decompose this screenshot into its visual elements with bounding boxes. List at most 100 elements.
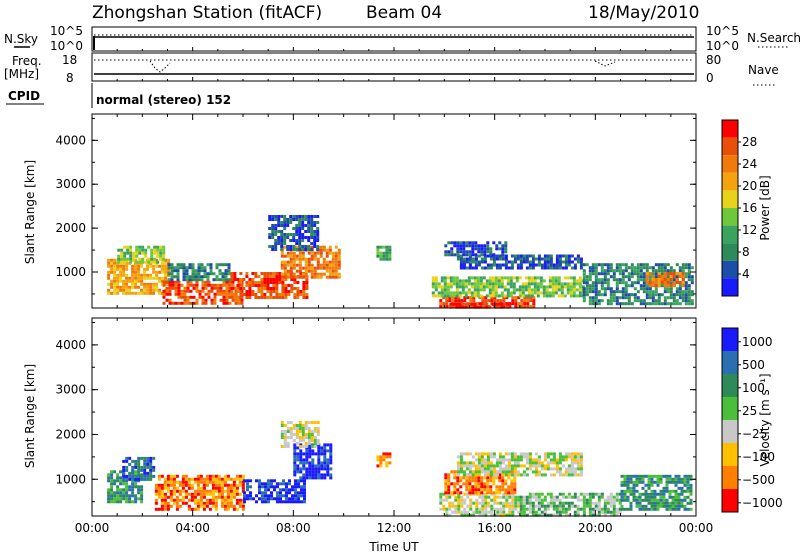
- data-cell: [202, 483, 206, 487]
- data-cell: [286, 275, 290, 279]
- data-cell: [582, 492, 586, 496]
- data-cell: [180, 283, 184, 287]
- data-cell: [307, 263, 311, 267]
- data-cell: [499, 513, 503, 517]
- data-cell: [597, 492, 601, 496]
- data-cell: [271, 227, 275, 230]
- data-cell: [210, 289, 214, 293]
- data-cell: [563, 276, 567, 280]
- data-cell: [660, 272, 664, 276]
- data-cell: [298, 242, 302, 245]
- data-cell: [122, 264, 126, 268]
- data-cell: [279, 488, 282, 492]
- data-cell: [690, 293, 694, 297]
- data-cell: [609, 290, 613, 294]
- data-cell: [289, 215, 293, 218]
- data-cell: [307, 236, 311, 239]
- data-cell: [116, 264, 120, 268]
- data-cell: [305, 461, 309, 465]
- data-cell: [323, 473, 327, 477]
- data-cell: [606, 495, 610, 499]
- data-cell: [528, 467, 532, 471]
- data-cell: [543, 498, 547, 502]
- data-cell: [479, 282, 483, 286]
- data-cell: [272, 287, 276, 290]
- data-cell: [107, 270, 111, 274]
- data-cell: [539, 282, 543, 286]
- x-tick-label: 08:00: [276, 521, 311, 535]
- data-cell: [459, 479, 463, 483]
- data-cell: [507, 488, 511, 492]
- data-cell: [588, 272, 592, 276]
- data-cell: [323, 452, 327, 456]
- data-cell: [286, 221, 290, 224]
- data-cell: [588, 302, 592, 306]
- data-cell: [543, 473, 547, 477]
- data-cell: [525, 498, 529, 502]
- data-cell: [202, 501, 206, 505]
- data-cell: [456, 470, 460, 474]
- data-cell: [445, 296, 449, 300]
- data-cell: [211, 492, 215, 496]
- data-cell: [486, 476, 490, 480]
- data-cell: [560, 294, 564, 298]
- data-cell: [659, 504, 663, 508]
- data-cell: [301, 266, 305, 270]
- data-cell: [219, 286, 223, 290]
- data-cell: [273, 497, 276, 501]
- data-cell: [648, 296, 652, 300]
- data-cell: [289, 275, 293, 279]
- data-cell: [668, 474, 672, 478]
- data-cell: [488, 282, 492, 286]
- data-cell: [160, 498, 164, 502]
- data-cell: [292, 248, 296, 251]
- data-cell: [158, 279, 162, 283]
- data-cell: [483, 464, 487, 468]
- data-cell: [540, 510, 544, 514]
- data-cell: [579, 452, 583, 456]
- data-cell: [651, 284, 655, 287]
- data-cell: [666, 287, 670, 291]
- data-cell: [123, 257, 127, 261]
- data-cell: [434, 279, 438, 283]
- data-cell: [227, 278, 231, 282]
- data-cell: [301, 251, 305, 255]
- data-cell: [292, 424, 296, 427]
- data-cell: [528, 452, 532, 456]
- data-cell: [567, 455, 571, 459]
- data-cell: [489, 247, 493, 251]
- data-cell: [317, 467, 321, 471]
- data-cell: [645, 302, 649, 306]
- freq-unit: [MHz]: [4, 67, 39, 81]
- data-cell: [229, 495, 233, 499]
- data-cell: [186, 289, 190, 293]
- data-cell: [632, 489, 636, 493]
- data-cell: [171, 301, 175, 305]
- data-cell: [201, 283, 205, 287]
- data-cell: [235, 477, 239, 481]
- data-cell: [243, 494, 246, 498]
- data-cell: [131, 482, 135, 486]
- data-cell: [510, 473, 514, 477]
- data-cell: [156, 251, 160, 255]
- data-cell: [656, 483, 660, 487]
- nave-tick-top: 80: [706, 53, 721, 67]
- data-cell: [235, 498, 239, 502]
- data-cell: [316, 215, 320, 218]
- data-cell: [519, 473, 523, 477]
- data-cell: [296, 464, 300, 468]
- data-cell: [447, 479, 451, 483]
- data-cell: [573, 452, 577, 456]
- data-cell: [285, 482, 288, 486]
- data-cell: [522, 507, 526, 511]
- data-cell: [287, 293, 291, 296]
- data-cell: [122, 474, 126, 478]
- data-cell: [684, 272, 688, 276]
- data-cell: [140, 264, 144, 268]
- data-cell: [526, 299, 530, 303]
- data-cell: [326, 458, 330, 462]
- data-cell: [296, 287, 300, 290]
- data-cell: [564, 510, 568, 514]
- data-cell: [263, 275, 267, 278]
